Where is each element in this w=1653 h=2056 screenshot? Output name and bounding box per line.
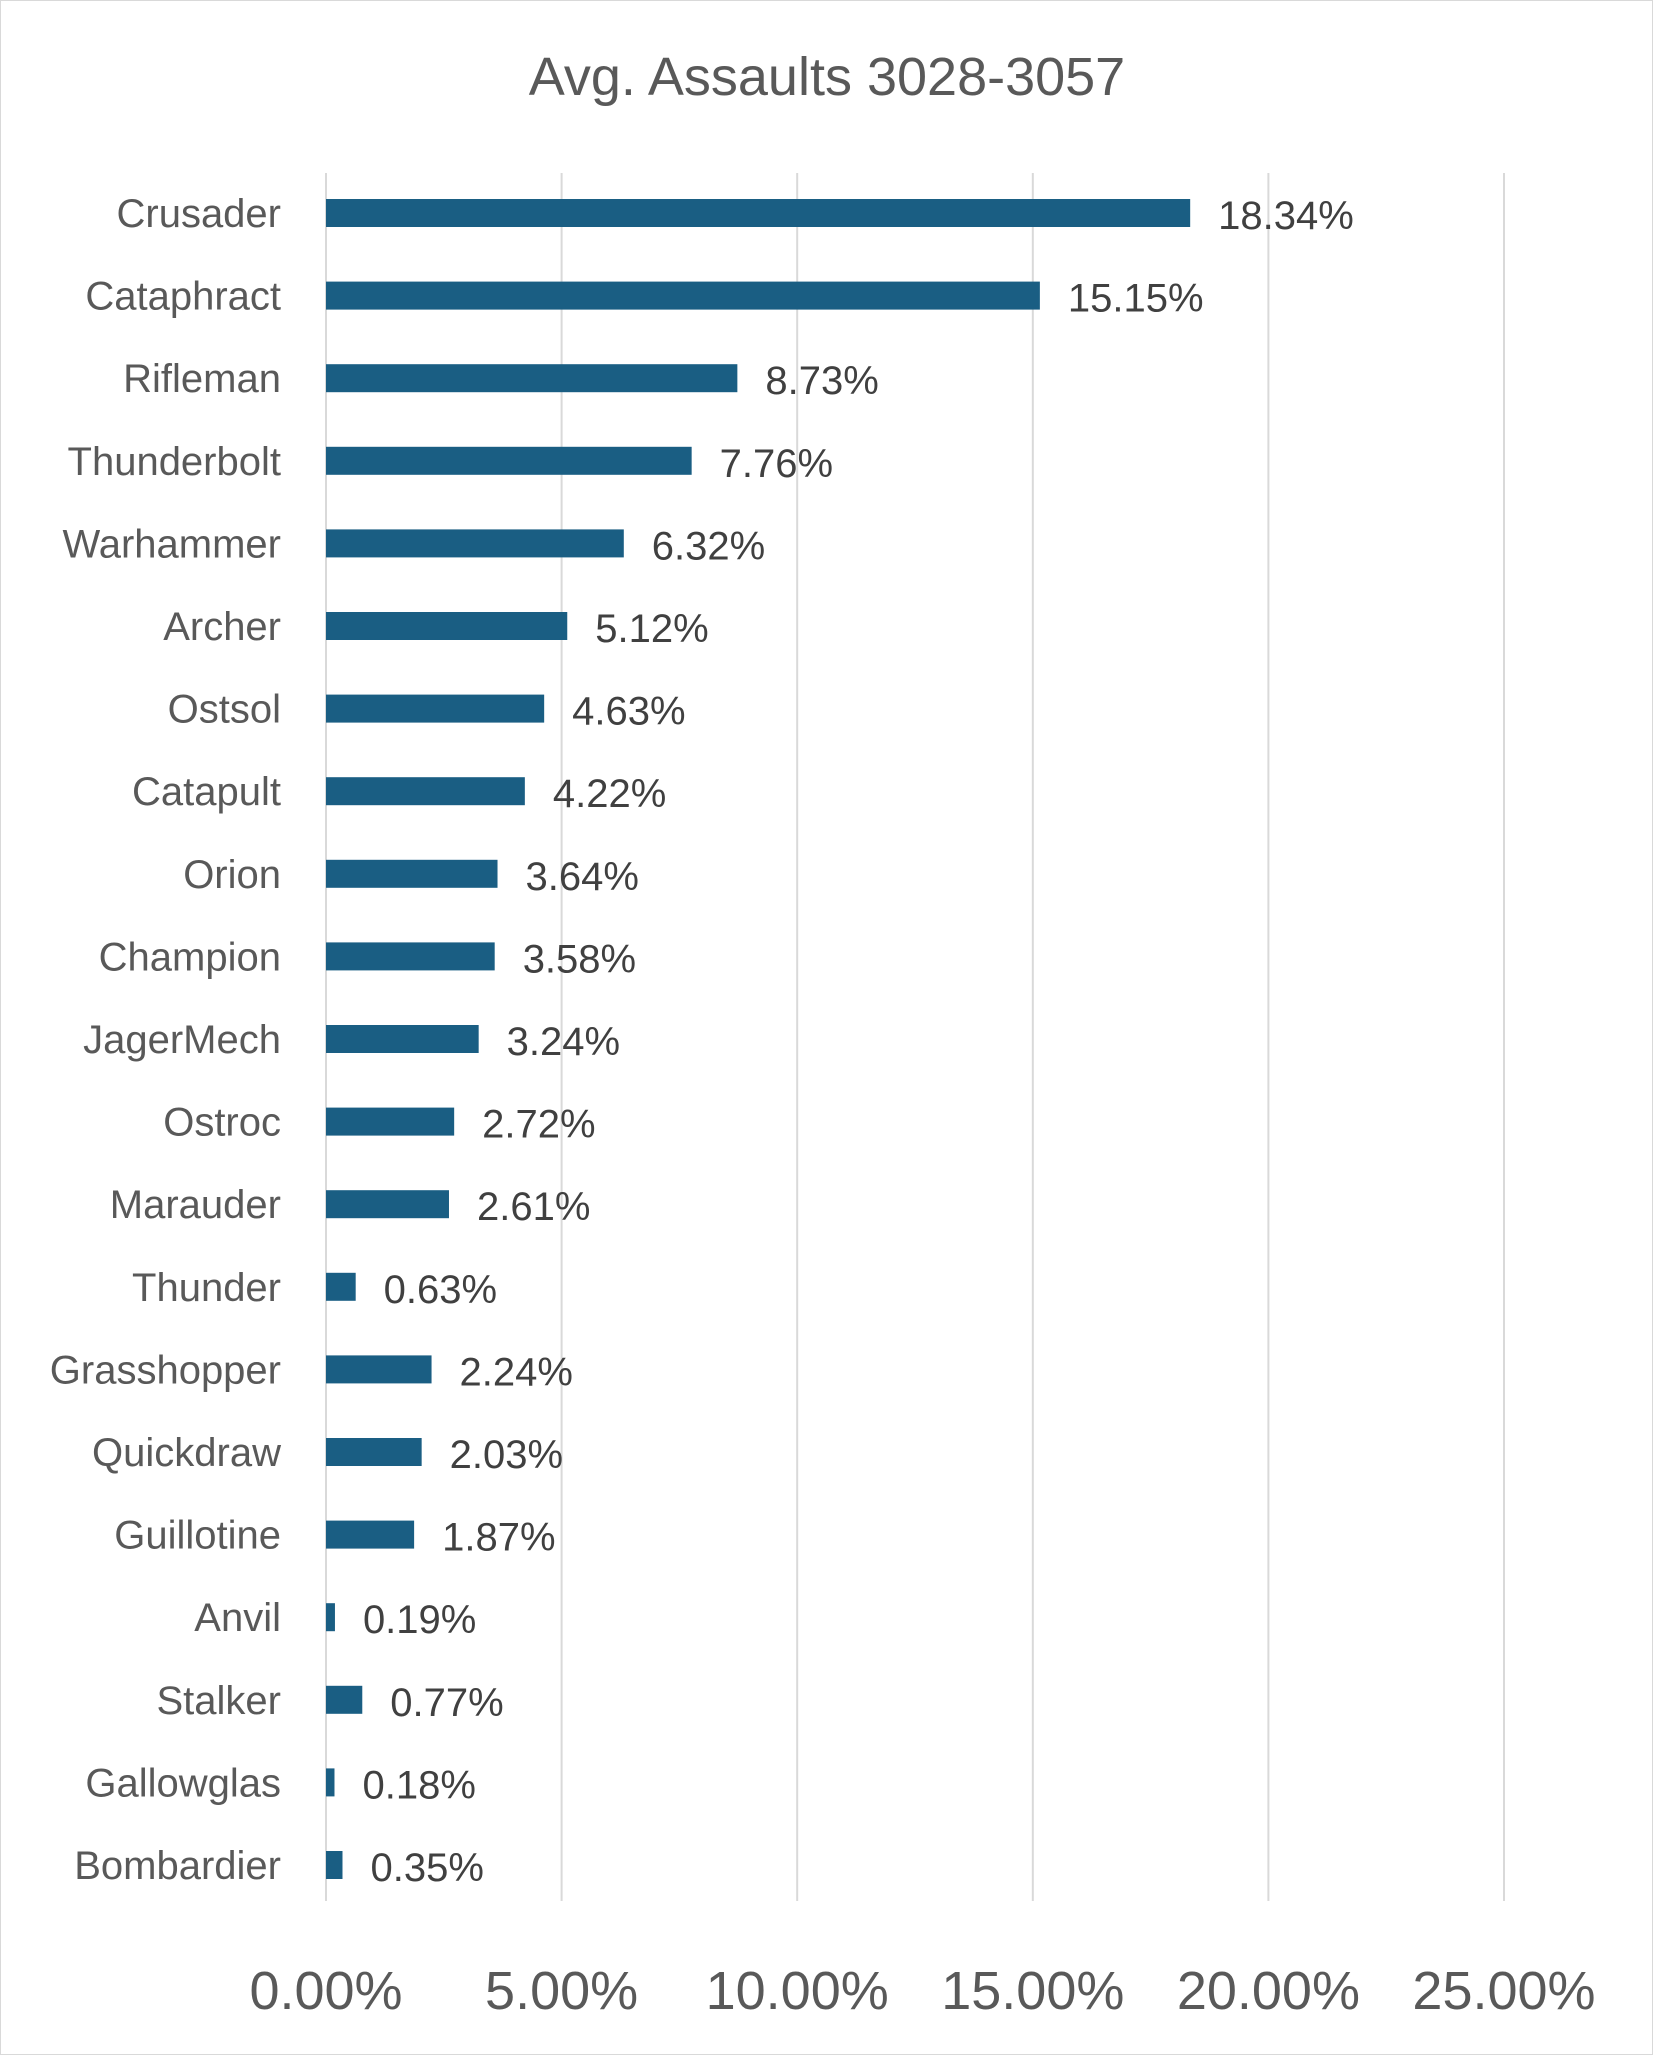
x-tick-label: 25.00% — [1412, 1961, 1595, 2021]
category-label: Rifleman — [123, 357, 281, 401]
gridlines — [325, 173, 1505, 1901]
category-label: Bombardier — [74, 1844, 281, 1888]
x-axis-tick-labels: 0.00% 5.00% 10.00% 15.00% 20.00% 25.00% — [249, 1961, 1595, 2021]
data-label: 4.22% — [553, 772, 666, 816]
bar — [326, 1025, 479, 1053]
category-label: Marauder — [110, 1183, 281, 1227]
category-label: Stalker — [157, 1679, 282, 1723]
bar — [326, 1355, 432, 1384]
bar — [326, 1851, 343, 1879]
x-tick-label: 5.00% — [485, 1961, 638, 2021]
data-label: 8.73% — [765, 359, 878, 403]
category-label: Archer — [163, 605, 281, 649]
category-label: Orion — [183, 853, 281, 897]
data-label: 0.18% — [362, 1763, 475, 1807]
category-label: Cataphract — [85, 275, 281, 319]
data-label: 6.32% — [652, 524, 765, 568]
data-label: 1.87% — [442, 1516, 555, 1560]
data-label: 2.72% — [482, 1103, 595, 1147]
data-label: 5.12% — [595, 607, 708, 651]
bar — [326, 777, 525, 806]
x-tick-label: 0.00% — [249, 1961, 402, 2021]
category-label: Gallowglas — [85, 1761, 281, 1805]
category-label: Catapult — [132, 770, 281, 814]
data-label: 3.24% — [507, 1020, 620, 1064]
data-label: 0.35% — [370, 1846, 483, 1890]
data-label: 0.63% — [384, 1268, 497, 1312]
bar — [326, 1685, 363, 1714]
x-tick-label: 20.00% — [1177, 1961, 1360, 2021]
category-label: Anvil — [194, 1596, 281, 1640]
bar — [326, 1190, 449, 1219]
category-label: Grasshopper — [50, 1348, 281, 1392]
bar — [326, 612, 568, 640]
data-label: 4.63% — [572, 690, 685, 734]
category-label: Ostroc — [163, 1101, 281, 1145]
category-label: Warhammer — [62, 522, 281, 566]
category-labels: Crusader Cataphract Rifleman Thunderbolt War… — [50, 192, 281, 1888]
bar — [326, 694, 545, 723]
bar — [326, 1603, 335, 1632]
category-label: Thunderbolt — [68, 440, 281, 484]
category-label: Guillotine — [114, 1514, 281, 1558]
bar — [326, 942, 495, 971]
data-labels: 18.34% 15.15% 8.73% 7.76% 6.32% 5.12% 4.63% 4.2… — [362, 194, 1353, 1890]
bar — [326, 199, 1191, 227]
chart-title: Avg. Assaults 3028-3057 — [529, 47, 1125, 107]
category-label: Champion — [99, 935, 281, 979]
bar — [326, 1438, 422, 1466]
data-label: 0.19% — [363, 1598, 476, 1642]
data-label: 2.24% — [460, 1350, 573, 1394]
x-tick-label: 10.00% — [706, 1961, 889, 2021]
bar — [326, 1520, 415, 1549]
category-label: Quickdraw — [92, 1431, 281, 1475]
data-label: 18.34% — [1218, 194, 1354, 238]
bar — [326, 281, 1040, 310]
bar — [326, 1107, 455, 1136]
data-label: 0.77% — [390, 1681, 503, 1725]
category-label: Ostsol — [168, 688, 281, 732]
data-label: 2.61% — [477, 1185, 590, 1229]
category-label: Thunder — [132, 1266, 281, 1310]
bar — [326, 1768, 335, 1797]
data-label: 3.64% — [526, 855, 639, 899]
x-tick-label: 15.00% — [941, 1961, 1124, 2021]
data-label: 2.03% — [450, 1433, 563, 1477]
category-label: Crusader — [116, 192, 281, 236]
data-label: 7.76% — [720, 442, 833, 486]
bars — [326, 199, 1191, 1879]
category-label: JagerMech — [83, 1018, 281, 1062]
data-label: 15.15% — [1068, 277, 1204, 321]
bar — [326, 529, 624, 558]
bar — [326, 1272, 356, 1301]
bar — [326, 446, 692, 475]
data-label: 3.58% — [523, 937, 636, 981]
bar — [326, 364, 738, 393]
bar — [326, 859, 498, 888]
